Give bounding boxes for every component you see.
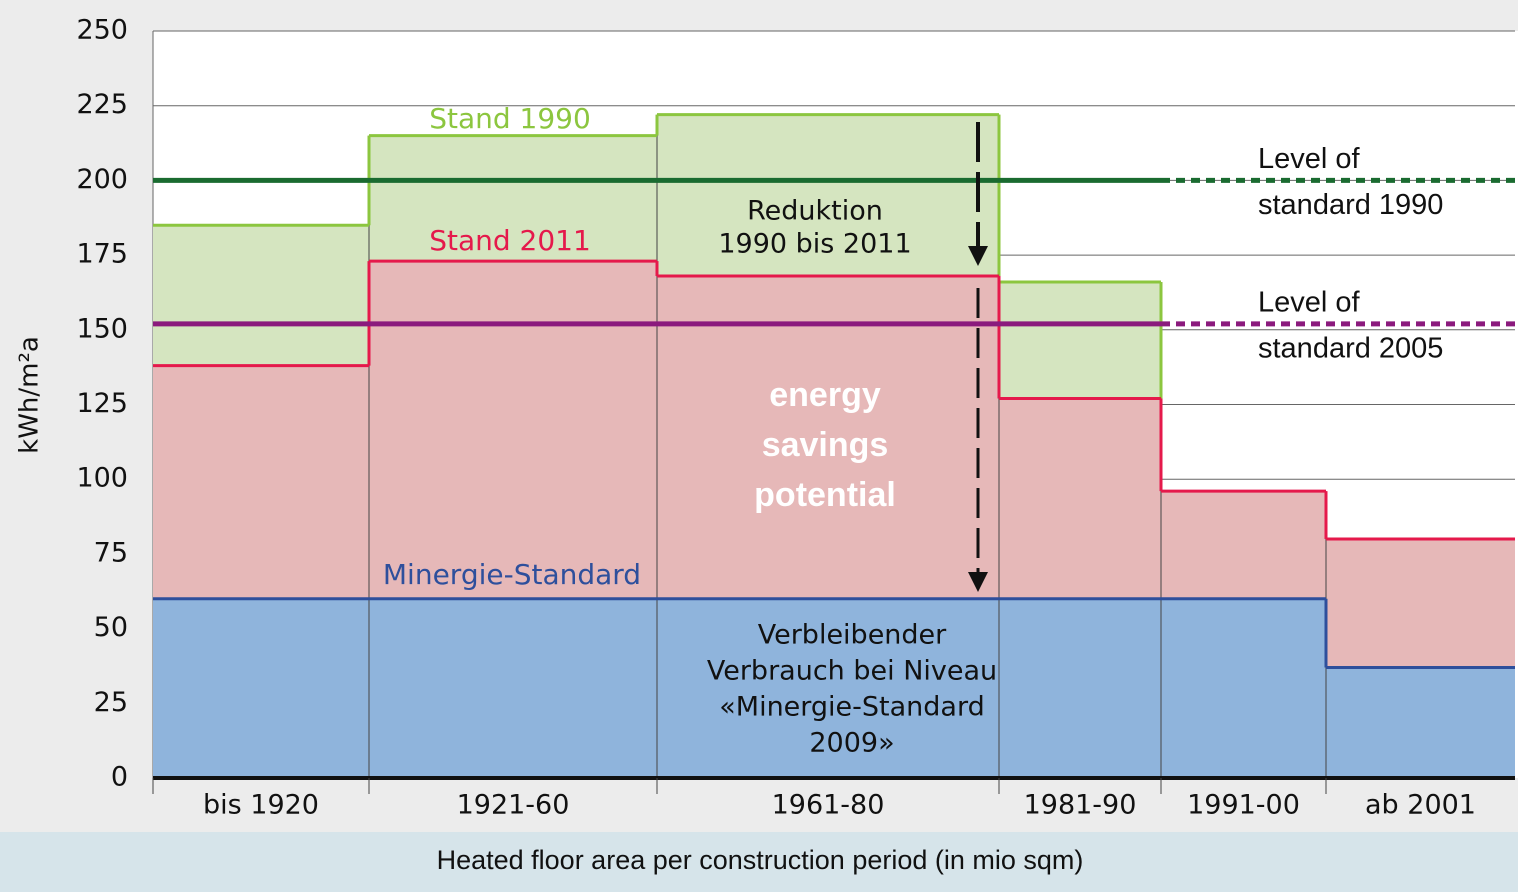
- annotation: Verbrauch bei Niveau: [707, 656, 997, 687]
- x-tick-label: 1981-90: [1024, 790, 1137, 821]
- annotation: Reduktion: [747, 196, 883, 227]
- y-axis-label: kWh/m²a: [15, 336, 45, 454]
- area-block: [369, 598, 657, 778]
- series-label: Minergie-Standard: [383, 558, 641, 591]
- reference-label: standard 1990: [1258, 189, 1443, 221]
- y-tick-label: 25: [94, 687, 128, 718]
- annotation: energy: [769, 376, 881, 414]
- x-tick-label: 1991-00: [1187, 790, 1300, 821]
- annotation: «Minergie-Standard: [719, 692, 985, 723]
- annotation: 1990 bis 2011: [718, 229, 911, 260]
- area-block: [657, 598, 999, 778]
- series-label: Stand 2011: [429, 224, 591, 257]
- area-block: [999, 598, 1161, 778]
- y-tick-label: 225: [76, 89, 128, 120]
- x-tick-label: bis 1920: [203, 790, 319, 821]
- annotation: potential: [754, 476, 896, 514]
- y-tick-label: 125: [76, 388, 128, 419]
- annotation: 2009»: [809, 728, 894, 759]
- series-label: Stand 1990: [429, 102, 591, 135]
- area-block: [153, 598, 369, 778]
- area-block: [1326, 667, 1515, 778]
- arrow-head: [968, 246, 988, 266]
- reference-label: Level of: [1258, 143, 1361, 175]
- footer-band: [0, 832, 1518, 892]
- reference-label: standard 2005: [1258, 332, 1443, 364]
- y-tick-label: 0: [111, 762, 128, 793]
- y-tick-label: 75: [94, 537, 128, 568]
- reference-label: Level of: [1258, 286, 1361, 318]
- y-tick-label: 250: [76, 15, 128, 46]
- area-block: [1161, 598, 1326, 778]
- x-tick-label: 1921-60: [457, 790, 570, 821]
- y-tick-label: 100: [76, 463, 128, 494]
- annotation: Verbleibender: [758, 620, 947, 651]
- y-tick-label: 200: [76, 164, 128, 195]
- y-tick-label: 50: [94, 612, 128, 643]
- x-tick-label: ab 2001: [1365, 790, 1476, 821]
- y-tick-label: 150: [76, 313, 128, 344]
- x-axis-label: Heated floor area per construction perio…: [437, 845, 1084, 875]
- arrow-head: [968, 572, 988, 592]
- annotation: savings: [762, 426, 889, 464]
- y-tick-label: 175: [76, 239, 128, 270]
- x-tick-label: 1961-80: [772, 790, 885, 821]
